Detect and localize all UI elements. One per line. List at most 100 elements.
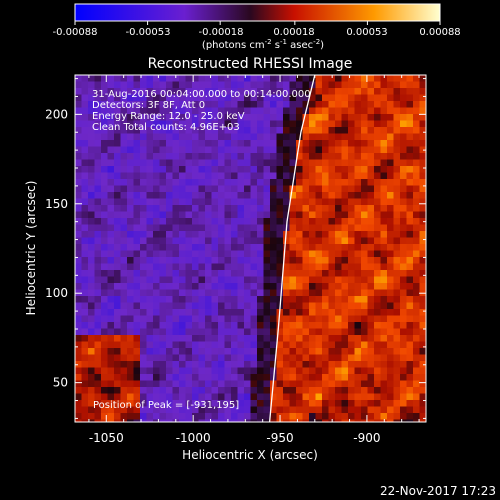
heatmap-cell bbox=[153, 374, 160, 381]
heatmap-cell bbox=[179, 166, 186, 173]
heatmap-cell bbox=[198, 289, 206, 297]
heatmap-cell bbox=[393, 224, 401, 232]
heatmap-cell bbox=[419, 348, 426, 355]
heatmap-cell bbox=[315, 419, 323, 422]
heatmap-cell bbox=[276, 81, 284, 89]
heatmap-cell bbox=[244, 257, 251, 264]
heatmap-cell bbox=[380, 413, 388, 420]
heatmap-cell bbox=[231, 192, 238, 199]
heatmap-cell bbox=[153, 192, 160, 199]
heatmap-cell bbox=[315, 114, 323, 121]
heatmap-cell bbox=[400, 75, 407, 82]
heatmap-cell bbox=[218, 237, 225, 245]
heatmap-cell bbox=[348, 218, 355, 225]
heatmap-cell bbox=[380, 75, 388, 82]
heatmap-cell bbox=[218, 127, 225, 134]
heatmap-cell bbox=[237, 406, 245, 414]
heatmap-cell bbox=[250, 283, 258, 290]
heatmap-cell bbox=[192, 179, 199, 186]
heatmap-cell bbox=[81, 276, 89, 284]
heatmap-cell bbox=[250, 361, 258, 368]
heatmap-cell bbox=[159, 133, 167, 141]
heatmap-cell bbox=[107, 263, 115, 271]
heatmap-cell bbox=[276, 361, 284, 368]
heatmap-cell bbox=[393, 263, 401, 271]
heatmap-cell bbox=[114, 348, 121, 355]
heatmap-cell bbox=[270, 218, 277, 225]
heatmap-cell bbox=[406, 250, 414, 258]
heatmap-cell bbox=[341, 367, 349, 375]
heatmap-cell bbox=[315, 237, 323, 245]
heatmap-cell bbox=[406, 257, 414, 264]
heatmap-cell bbox=[75, 348, 82, 355]
heatmap-cell bbox=[250, 146, 258, 154]
heatmap-cell bbox=[237, 107, 245, 115]
heatmap-cell bbox=[237, 237, 245, 245]
heatmap-cell bbox=[94, 250, 102, 258]
heatmap-cell bbox=[335, 302, 342, 310]
heatmap-cell bbox=[198, 250, 206, 258]
heatmap-cell bbox=[296, 101, 303, 108]
heatmap-cell bbox=[211, 380, 219, 388]
heatmap-cell bbox=[393, 250, 401, 258]
heatmap-cell bbox=[224, 335, 232, 342]
heatmap-cell bbox=[393, 107, 401, 115]
heatmap-cell bbox=[127, 120, 134, 128]
heatmap-cell bbox=[309, 289, 316, 297]
heatmap-cell bbox=[302, 289, 310, 297]
heatmap-cell bbox=[140, 374, 147, 381]
heatmap-cell bbox=[120, 374, 128, 381]
heatmap-cell bbox=[283, 380, 290, 388]
heatmap-cell bbox=[237, 185, 245, 193]
heatmap-cell bbox=[257, 387, 264, 394]
heatmap-cell bbox=[231, 413, 238, 420]
heatmap-cell bbox=[361, 159, 368, 167]
heatmap-cell bbox=[133, 88, 141, 95]
heatmap-cell bbox=[107, 400, 115, 407]
heatmap-cell bbox=[153, 218, 160, 225]
heatmap-cell bbox=[393, 400, 401, 407]
heatmap-cell bbox=[374, 153, 381, 160]
heatmap-cell bbox=[354, 244, 362, 251]
heatmap-cell bbox=[380, 211, 388, 219]
heatmap-cell bbox=[237, 309, 245, 316]
heatmap-cell bbox=[354, 322, 362, 329]
heatmap-cell bbox=[263, 107, 271, 115]
heatmap-cell bbox=[374, 348, 381, 355]
heatmap-cell bbox=[289, 283, 297, 290]
heatmap-cell bbox=[107, 270, 115, 277]
heatmap-cell bbox=[322, 88, 329, 95]
heatmap-cell bbox=[354, 361, 362, 368]
heatmap-cell bbox=[341, 276, 349, 284]
heatmap-cell bbox=[380, 146, 388, 154]
heatmap-cell bbox=[75, 81, 82, 89]
heatmap-cell bbox=[263, 120, 271, 128]
heatmap-cell bbox=[192, 140, 199, 147]
heatmap-cell bbox=[101, 120, 108, 128]
y-tick-label: 50 bbox=[53, 376, 68, 390]
heatmap-cell bbox=[341, 400, 349, 407]
heatmap-cell bbox=[257, 185, 264, 193]
heatmap-cell bbox=[374, 107, 381, 115]
heatmap-cell bbox=[322, 322, 329, 329]
heatmap-cell bbox=[322, 198, 329, 206]
heatmap-cell bbox=[380, 237, 388, 245]
heatmap-cell bbox=[107, 81, 115, 89]
heatmap-cell bbox=[107, 348, 115, 355]
heatmap-cell bbox=[120, 231, 128, 238]
heatmap-cell bbox=[387, 361, 394, 368]
heatmap-cell bbox=[146, 218, 154, 225]
heatmap-cell bbox=[192, 257, 199, 264]
heatmap-cell bbox=[276, 107, 284, 115]
heatmap-cell bbox=[387, 250, 394, 258]
heatmap-cell bbox=[153, 244, 160, 251]
heatmap-cell bbox=[94, 335, 102, 342]
heatmap-cell bbox=[335, 387, 342, 394]
heatmap-cell bbox=[276, 198, 284, 206]
heatmap-cell bbox=[211, 172, 219, 180]
heatmap-cell bbox=[88, 185, 95, 193]
heatmap-cell bbox=[140, 335, 147, 342]
heatmap-cell bbox=[218, 257, 225, 264]
heatmap-cell bbox=[140, 380, 147, 388]
heatmap-cell bbox=[413, 387, 420, 394]
